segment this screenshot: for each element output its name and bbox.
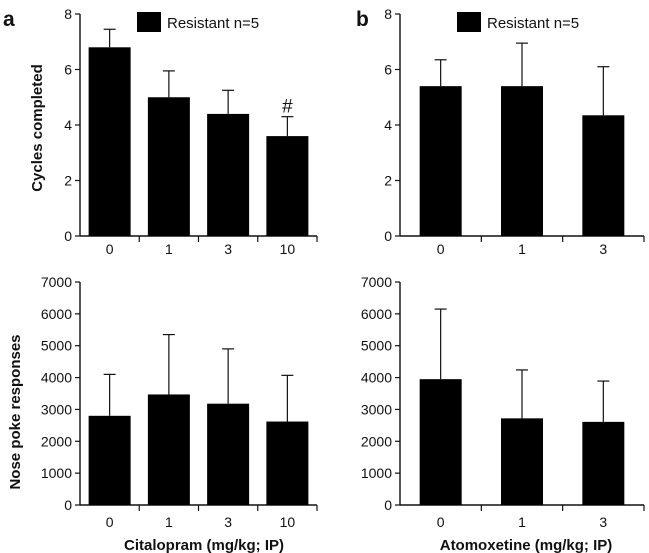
x-tick-label: 1 bbox=[518, 241, 526, 257]
y-tick-label: 2 bbox=[384, 173, 392, 189]
chart-panel-4: 0 1000 2000 3000 4000 5000 6000 7000 0 1 3 bbox=[361, 274, 645, 530]
y-tick-label: 4 bbox=[384, 117, 392, 133]
x-axis-label-right: Atomoxetine (mg/kg; IP) bbox=[440, 537, 613, 553]
y-tick-label: 6 bbox=[384, 62, 392, 78]
bar-1 bbox=[501, 418, 543, 505]
x-tick-label: 1 bbox=[518, 514, 526, 530]
x-tick-label: 0 bbox=[437, 241, 445, 257]
panel-label-b: b bbox=[356, 8, 369, 31]
y-tick-label: 7000 bbox=[41, 274, 72, 290]
bar-3 bbox=[207, 113, 250, 236]
x-tick-label: 3 bbox=[599, 241, 607, 257]
bar-10 bbox=[266, 136, 309, 236]
y-tick-label: 0 bbox=[384, 228, 392, 244]
y-tick-label: 4000 bbox=[41, 370, 72, 386]
legend-swatch bbox=[457, 12, 481, 32]
x-axis-label-left: Citalopram (mg/kg; IP) bbox=[124, 537, 284, 553]
x-tick-label: 10 bbox=[280, 241, 296, 257]
x-tick-label: 1 bbox=[165, 241, 173, 257]
bar-10 bbox=[266, 421, 309, 505]
y-tick-label: 6000 bbox=[361, 306, 392, 322]
bar-0 bbox=[88, 415, 131, 505]
y-tick-label: 5000 bbox=[361, 338, 392, 354]
legend-label: Resistant n=5 bbox=[487, 15, 579, 32]
chart-panel-1: 0 2 4 6 8 0 1 3 10 # Resistant n=5 bbox=[64, 6, 318, 257]
y-tick-label: 2 bbox=[64, 173, 72, 189]
legend-label: Resistant n=5 bbox=[167, 15, 259, 32]
y-tick-label: 3000 bbox=[361, 401, 392, 417]
x-tick-label: 0 bbox=[437, 514, 445, 530]
chart-panel-3: 0 1000 2000 3000 4000 5000 6000 7000 0 1 3 10 bbox=[41, 274, 318, 530]
bar-3 bbox=[582, 115, 625, 236]
y-tick-label: 2000 bbox=[41, 433, 72, 449]
x-tick-label: 3 bbox=[599, 514, 607, 530]
y-tick-label: 0 bbox=[384, 497, 392, 513]
bar-3 bbox=[582, 421, 625, 505]
y-tick-label: 4 bbox=[64, 117, 72, 133]
significance-marker: # bbox=[282, 97, 293, 118]
y-tick-label: 5000 bbox=[41, 338, 72, 354]
y-tick-label: 1000 bbox=[41, 465, 72, 481]
x-tick-label: 10 bbox=[280, 514, 296, 530]
legend-swatch bbox=[137, 12, 161, 32]
panel-label-a: a bbox=[3, 8, 15, 31]
y-tick-label: 0 bbox=[64, 497, 72, 513]
y-axis-label-top: Cycles completed bbox=[29, 64, 46, 192]
bar-0 bbox=[88, 47, 131, 236]
y-tick-label: 6 bbox=[64, 62, 72, 78]
bar-1 bbox=[501, 86, 543, 237]
bar-0 bbox=[419, 379, 462, 505]
bar-1 bbox=[147, 97, 190, 236]
y-tick-label: 4000 bbox=[361, 370, 392, 386]
bar-0 bbox=[419, 86, 462, 237]
bar-3 bbox=[207, 403, 250, 505]
x-tick-label: 3 bbox=[224, 241, 232, 257]
x-tick-label: 1 bbox=[165, 514, 173, 530]
y-tick-label: 2000 bbox=[361, 433, 392, 449]
bar-1 bbox=[147, 394, 190, 505]
y-axis-label-bottom: Nose poke responses bbox=[7, 334, 24, 489]
y-tick-label: 8 bbox=[384, 6, 392, 22]
y-tick-label: 3000 bbox=[41, 401, 72, 417]
chart-panel-2: 0 2 4 6 8 0 1 3 Resistant n=5 bbox=[384, 6, 645, 257]
y-tick-label: 0 bbox=[64, 228, 72, 244]
x-tick-label: 0 bbox=[106, 514, 114, 530]
x-tick-label: 3 bbox=[224, 514, 232, 530]
y-tick-label: 8 bbox=[64, 6, 72, 22]
y-tick-label: 1000 bbox=[361, 465, 392, 481]
y-tick-label: 7000 bbox=[361, 274, 392, 290]
x-tick-label: 0 bbox=[106, 241, 114, 257]
y-tick-label: 6000 bbox=[41, 306, 72, 322]
